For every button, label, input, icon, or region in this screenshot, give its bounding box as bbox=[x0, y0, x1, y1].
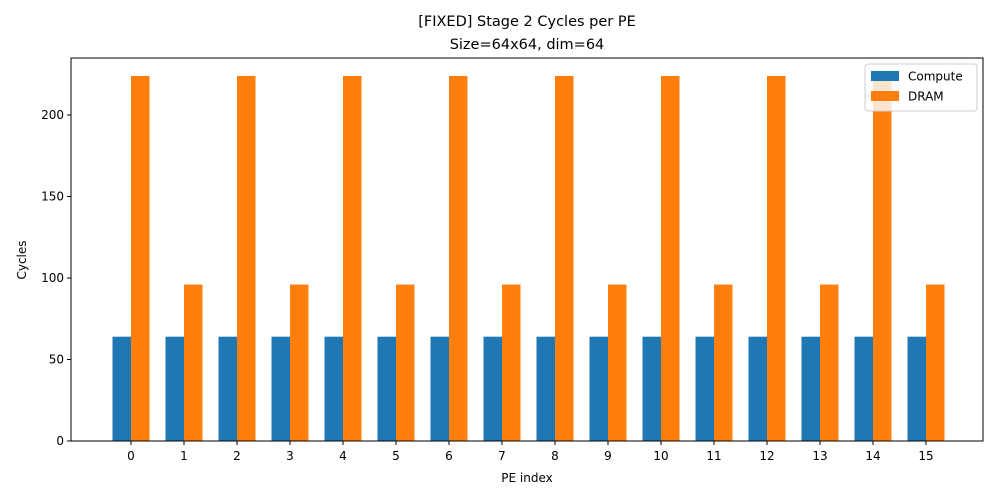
bar-compute-2 bbox=[218, 336, 237, 441]
y-tick-label-0: 0 bbox=[56, 434, 64, 448]
bar-dram-13 bbox=[820, 284, 839, 441]
x-axis-title: PE index bbox=[501, 471, 552, 485]
bar-compute-12 bbox=[748, 336, 767, 441]
bar-dram-11 bbox=[714, 284, 733, 441]
legend-swatch-compute bbox=[871, 71, 899, 81]
plot-frame bbox=[70, 57, 984, 442]
x-tick-label-13: 13 bbox=[812, 449, 827, 463]
bar-compute-15 bbox=[907, 336, 926, 441]
bar-dram-10 bbox=[661, 75, 680, 441]
bar-dram-8 bbox=[555, 75, 574, 441]
x-tick-label-1: 1 bbox=[180, 449, 188, 463]
x-tick-label-4: 4 bbox=[339, 449, 347, 463]
bar-compute-8 bbox=[536, 336, 555, 441]
y-axis-title: Cycles bbox=[15, 240, 29, 279]
x-tick-label-15: 15 bbox=[918, 449, 933, 463]
y-axis: 0 50 100 150 200 bbox=[41, 108, 71, 448]
chart-subtitle: Size=64x64, dim=64 bbox=[450, 37, 605, 53]
bar-dram-15 bbox=[926, 284, 945, 441]
bar-dram-5 bbox=[396, 284, 415, 441]
bar-dram-3 bbox=[290, 284, 309, 441]
x-tick-label-11: 11 bbox=[706, 449, 721, 463]
bar-dram-6 bbox=[449, 75, 468, 441]
legend-label-dram: DRAM bbox=[908, 90, 944, 104]
y-tick-label-200: 200 bbox=[41, 108, 64, 122]
bar-dram-0 bbox=[131, 75, 150, 441]
x-tick-label-8: 8 bbox=[551, 449, 559, 463]
bar-compute-3 bbox=[271, 336, 290, 441]
x-axis: 0 1 2 3 4 5 6 7 8 9 10 11 12 13 14 15 bbox=[127, 441, 934, 463]
legend-label-compute: Compute bbox=[908, 70, 963, 84]
bar-compute-0 bbox=[112, 336, 131, 441]
legend: Compute DRAM bbox=[864, 63, 978, 112]
x-tick-label-0: 0 bbox=[127, 449, 135, 463]
bar-compute-5 bbox=[377, 336, 396, 441]
y-tick-label-50: 50 bbox=[49, 353, 64, 367]
x-tick-label-12: 12 bbox=[759, 449, 774, 463]
bars-group bbox=[112, 75, 945, 441]
bar-dram-9 bbox=[608, 284, 627, 441]
bar-compute-13 bbox=[801, 336, 820, 441]
bar-compute-1 bbox=[165, 336, 184, 441]
y-tick-label-150: 150 bbox=[41, 190, 64, 204]
bar-compute-11 bbox=[695, 336, 714, 441]
bar-dram-12 bbox=[767, 75, 786, 441]
y-tick-label-100: 100 bbox=[41, 271, 64, 285]
x-tick-label-6: 6 bbox=[445, 449, 453, 463]
bar-compute-9 bbox=[589, 336, 608, 441]
bar-dram-2 bbox=[237, 75, 256, 441]
legend-swatch-dram bbox=[871, 91, 899, 101]
bar-dram-4 bbox=[343, 75, 362, 441]
bar-compute-14 bbox=[854, 336, 873, 441]
x-tick-label-5: 5 bbox=[392, 449, 400, 463]
x-tick-label-2: 2 bbox=[233, 449, 241, 463]
x-tick-label-9: 9 bbox=[604, 449, 612, 463]
bar-compute-4 bbox=[324, 336, 343, 441]
bar-compute-6 bbox=[430, 336, 449, 441]
x-tick-label-14: 14 bbox=[865, 449, 880, 463]
bar-dram-7 bbox=[502, 284, 521, 441]
x-tick-label-3: 3 bbox=[286, 449, 294, 463]
bar-dram-14 bbox=[873, 75, 892, 441]
bar-compute-10 bbox=[642, 336, 661, 441]
x-tick-label-7: 7 bbox=[498, 449, 506, 463]
chart-title: [FIXED] Stage 2 Cycles per PE bbox=[418, 14, 636, 30]
bar-dram-1 bbox=[184, 284, 203, 441]
x-tick-label-10: 10 bbox=[653, 449, 668, 463]
bar-compute-7 bbox=[483, 336, 502, 441]
